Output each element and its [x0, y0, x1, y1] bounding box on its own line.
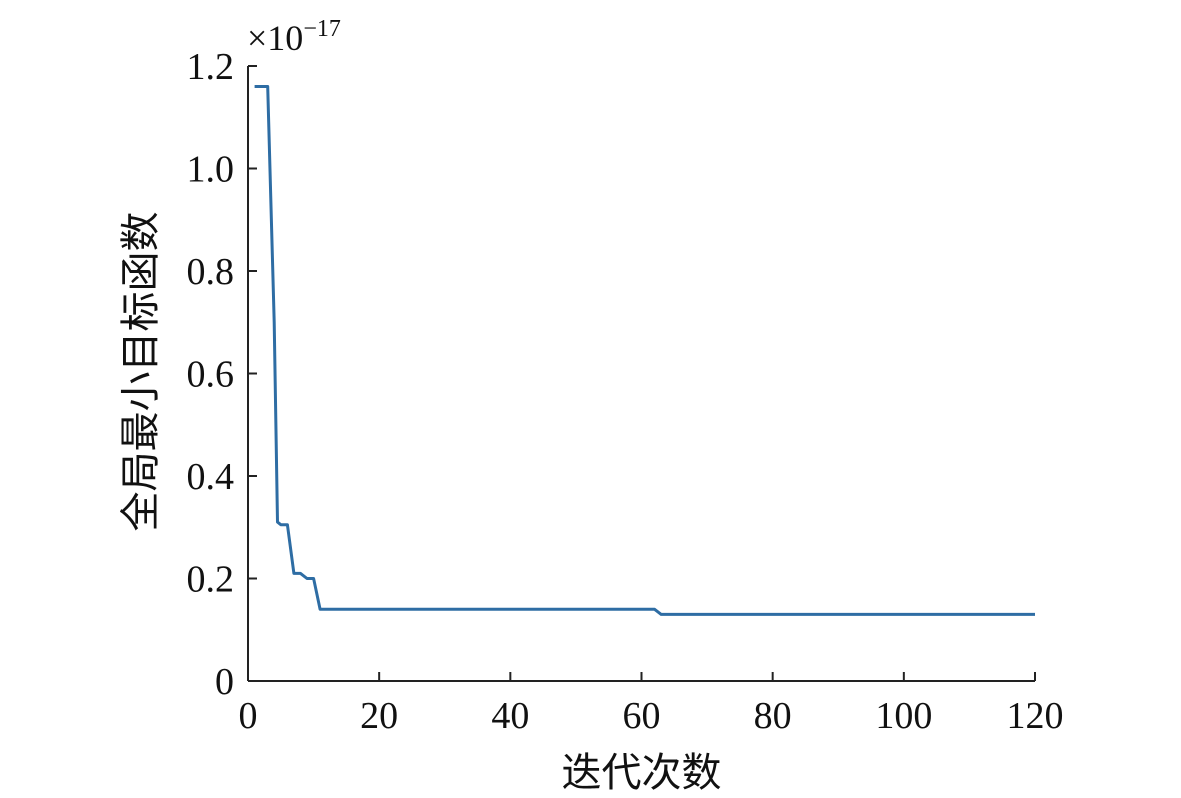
x-tick-label: 0 — [239, 695, 258, 737]
y-tick-label: 0.8 — [187, 251, 235, 293]
axis-labels: 迭代次数 全局最小目标函数 ×10−17 — [118, 16, 722, 796]
x-tick-label: 60 — [623, 695, 661, 737]
y-tick-label: 0.2 — [187, 559, 235, 601]
y-tick-label: 1.0 — [187, 149, 235, 191]
y-tick-label: 1.2 — [187, 46, 235, 88]
x-tick-label: 40 — [491, 695, 529, 737]
axes — [247, 66, 1035, 682]
x-tick-label: 80 — [754, 695, 792, 737]
y-scale-exponent: ×10−17 — [247, 16, 341, 58]
x-tick-label: 20 — [360, 695, 398, 737]
x-axis-title: 迭代次数 — [562, 750, 722, 796]
y-scale-base: ×10 — [247, 18, 303, 58]
y-tick-label: 0.4 — [187, 456, 235, 498]
ticks: 0 20 40 60 80 100 120 0 0.2 0.4 0.6 0.8 1.0 1.2 — [187, 46, 1064, 737]
x-tick-label: 120 — [1007, 695, 1064, 737]
y-tick-label: 0.6 — [187, 354, 235, 396]
y-axis-title: 全局最小目标函数 — [118, 212, 164, 532]
y-scale-power: −17 — [303, 16, 341, 42]
series-lines — [254, 85, 1035, 616]
series-line — [254, 85, 1035, 616]
y-tick-label: 0 — [215, 661, 234, 703]
x-tick-label: 100 — [875, 695, 932, 737]
